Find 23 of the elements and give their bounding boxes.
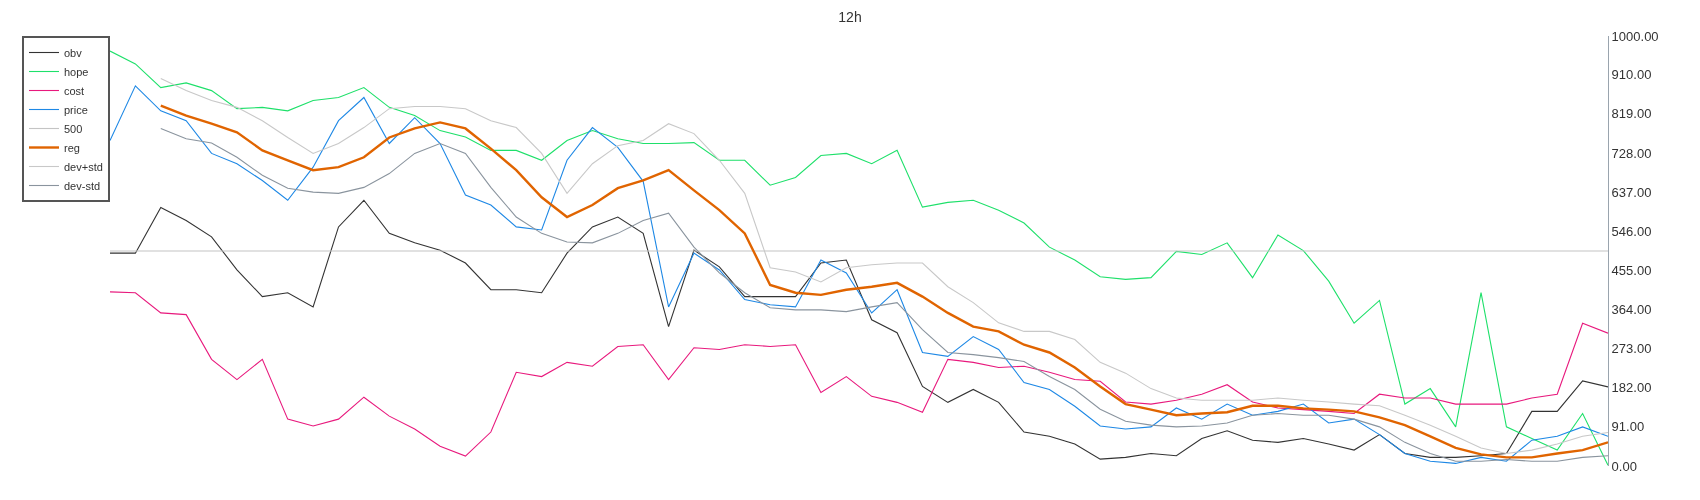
legend-label: price: [64, 103, 88, 116]
legend-label: hope: [64, 65, 89, 78]
y-tick-label: 910.00: [1611, 67, 1652, 83]
legend-label: obv: [64, 46, 83, 59]
y-tick-label: 0.00: [1611, 458, 1637, 474]
legend-label: 500: [64, 122, 83, 135]
y-tick-label: 91.00: [1611, 419, 1645, 435]
y-tick-label: 1000.00: [1611, 28, 1659, 44]
y-tick-label: 819.00: [1611, 106, 1652, 122]
line-series: [110, 199, 1608, 460]
legend-label: dev-std: [64, 179, 101, 192]
y-tick-label: 455.00: [1611, 262, 1652, 278]
legend-label: reg: [64, 141, 80, 154]
y-tick-label: 728.00: [1611, 145, 1652, 161]
line-series: [110, 291, 1608, 457]
y-tick-label: 546.00: [1611, 223, 1652, 239]
y-tick-label: 637.00: [1611, 184, 1652, 200]
y-tick-label: 273.00: [1611, 341, 1652, 357]
legend-label: dev+std: [64, 160, 103, 173]
legend-label: cost: [64, 84, 85, 97]
y-tick-label: 182.00: [1611, 380, 1652, 396]
y-tick-label: 364.00: [1611, 302, 1652, 318]
chart-title: 12h: [838, 9, 862, 26]
